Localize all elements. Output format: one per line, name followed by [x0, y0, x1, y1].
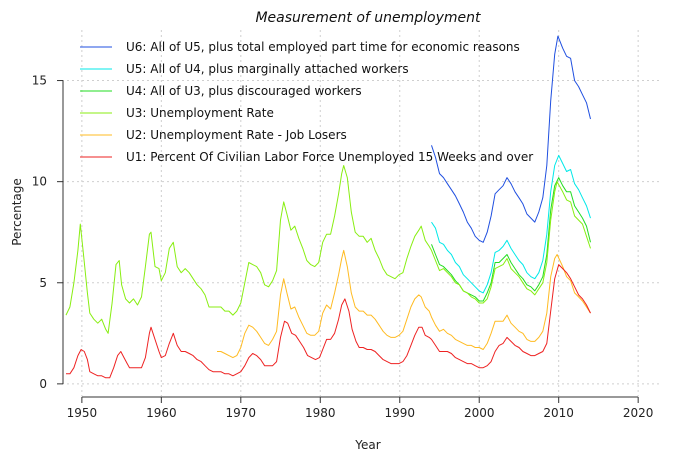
- x-tick-label: 1950: [67, 406, 98, 420]
- x-tick-label: 2000: [464, 406, 495, 420]
- legend-label: U5: All of U4, plus marginally attached …: [126, 62, 409, 76]
- y-axis-title: Percentage: [10, 178, 24, 246]
- legend-label: U4: All of U3, plus discouraged workers: [126, 84, 362, 98]
- x-tick-label: 1970: [226, 406, 257, 420]
- legend: U6: All of U5, plus total employed part …: [80, 40, 533, 164]
- series-line: [431, 154, 591, 294]
- chart-title: Measurement of unemployment: [255, 10, 481, 26]
- x-tick-label: 2020: [623, 406, 654, 420]
- series-line: [431, 35, 591, 243]
- series-line: [217, 249, 591, 359]
- series-group: [65, 35, 591, 379]
- y-tick-label: 15: [32, 74, 47, 88]
- axes: 1950 1960 1970 1980 1990 2000 2010 2020 0 5 10 15: [32, 74, 654, 420]
- series-line: [65, 165, 591, 334]
- series-line: [431, 177, 591, 302]
- y-tick-label: 10: [32, 175, 47, 189]
- x-tick-label: 1990: [384, 406, 415, 420]
- legend-label: U1: Percent Of Civilian Labor Force Unem…: [126, 150, 533, 164]
- x-tick-label: 1960: [146, 406, 177, 420]
- legend-label: U3: Unemployment Rate: [126, 106, 274, 120]
- x-axis-title: Year: [354, 438, 380, 452]
- legend-label: U6: All of U5, plus total employed part …: [126, 40, 520, 54]
- x-tick-label: 2010: [543, 406, 574, 420]
- series-line: [66, 264, 591, 379]
- x-tick-label: 1980: [305, 406, 336, 420]
- y-tick-label: 5: [39, 276, 47, 290]
- y-tick-label: 0: [39, 377, 47, 391]
- legend-label: U2: Unemployment Rate - Job Losers: [126, 128, 347, 142]
